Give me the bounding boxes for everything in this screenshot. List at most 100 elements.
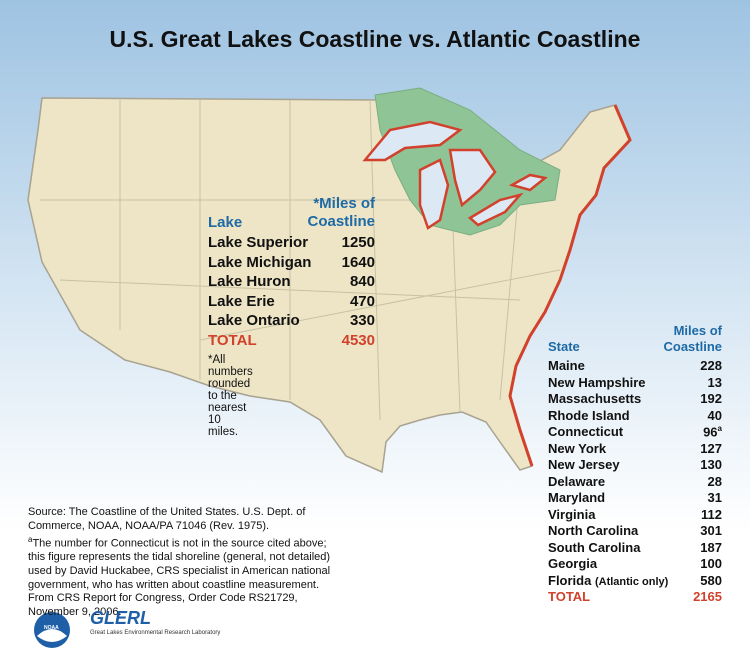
row-miles-value: 192 <box>700 391 722 406</box>
row-name: Lake Michigan <box>208 253 312 271</box>
noaa-logo-wave <box>37 629 67 642</box>
row-name: North Carolina <box>548 523 639 538</box>
table-row: Lake Michigan 1640 <box>208 254 375 271</box>
row-miles-value: 112 <box>701 506 722 522</box>
table-row: Lake Superior 1250 <box>208 234 375 251</box>
table-row: Lake Huron 840 <box>208 273 375 290</box>
row-miles: 187 <box>700 540 722 555</box>
row-name: Lake Huron <box>208 273 291 291</box>
table-header: State Miles of Coastline <box>548 323 722 354</box>
table-row: New York 127 <box>548 441 722 456</box>
row-miles: 192 <box>700 391 722 406</box>
row-name: Lake Erie <box>208 292 275 310</box>
source-text: Source: The Coastline of the United Stat… <box>28 506 333 619</box>
row-qualifier: (Atlantic only) <box>594 575 669 588</box>
row-miles: 96a <box>703 424 722 439</box>
table-row: Massachusetts 192 <box>548 391 722 406</box>
row-name: Lake Ontario <box>208 312 300 330</box>
row-miles-value: 40 <box>707 407 722 423</box>
row-miles-value: 1640 <box>341 253 375 271</box>
footnote-text: The number for Connecticut is not in the… <box>28 537 331 618</box>
row-miles-value: 31 <box>707 490 722 505</box>
glerl-name: Great Lakes Environmental Research Labor… <box>90 630 221 636</box>
table-row: Lake Erie 470 <box>208 293 375 310</box>
row-name: Georgia <box>548 556 598 571</box>
row-miles-value: 580 <box>700 572 722 588</box>
state-borders <box>40 99 561 421</box>
row-miles: 112 <box>701 507 722 522</box>
table-row: New Hampshire 13 <box>548 375 722 390</box>
row-miles: 127 <box>700 441 722 456</box>
row-miles: 28 <box>708 474 722 489</box>
row-miles-value: 4530 <box>341 332 375 349</box>
row-miles: 31 <box>708 490 722 505</box>
lake-superior <box>362 120 463 162</box>
row-miles: 100 <box>700 556 722 571</box>
row-name: New Jersey <box>548 457 620 472</box>
header-name: Lake <box>208 214 243 231</box>
lakes-note: *All numbers rounded to the nearest 10 m… <box>208 354 253 438</box>
header-miles: Miles of Coastline <box>663 323 722 354</box>
table-row: Lake Ontario 330 <box>208 312 375 329</box>
row-name: Massachusetts <box>548 391 642 406</box>
table-row: TOTAL 2165 <box>548 589 722 604</box>
row-miles: 470 <box>350 293 375 310</box>
row-miles: 228 <box>700 358 722 373</box>
table-row: Maine 228 <box>548 358 722 373</box>
row-name: Virginia <box>548 506 596 522</box>
row-footnote: a <box>717 424 722 433</box>
row-name: Lake Superior <box>208 234 309 251</box>
row-miles: 13 <box>708 375 722 390</box>
row-miles-value: 13 <box>707 374 722 390</box>
row-name: Florida (Atlantic only) <box>548 572 669 588</box>
row-miles-value: 330 <box>349 312 375 330</box>
row-miles: 330 <box>350 312 375 329</box>
row-name: New Hampshire <box>548 374 646 390</box>
lake-michigan <box>418 158 450 230</box>
lake-erie <box>467 192 524 227</box>
row-miles: 840 <box>350 273 375 290</box>
row-miles: 4530 <box>342 332 375 349</box>
row-name: New York <box>548 440 607 456</box>
row-name: Maine <box>548 358 585 373</box>
row-miles-value: 470 <box>349 292 375 310</box>
noaa-label: NOAA <box>44 625 59 631</box>
row-miles-value: 187 <box>700 539 722 555</box>
row-miles: 580 <box>700 573 722 588</box>
row-miles-value: 127 <box>700 440 722 456</box>
citation: Source: The Coastline of the United Stat… <box>28 506 306 532</box>
table-header: Lake *Miles of Coastline <box>208 195 375 231</box>
footnote-marker: a <box>28 535 33 545</box>
row-name: South Carolina <box>548 539 641 555</box>
table-row: Rhode Island 40 <box>548 408 722 423</box>
row-miles: 2165 <box>693 589 722 604</box>
header-miles: *Miles of Coastline <box>307 195 375 230</box>
row-miles-value: 2165 <box>693 589 722 604</box>
row-miles-value: 228 <box>700 358 722 373</box>
row-miles: 40 <box>708 408 722 423</box>
table-row: New Jersey 130 <box>548 457 722 472</box>
row-miles-value: 100 <box>700 556 722 571</box>
table-row: North Carolina 301 <box>548 523 722 538</box>
row-name: Delaware <box>548 473 606 489</box>
row-miles-value: 1250 <box>341 234 375 251</box>
row-miles: 1250 <box>342 234 375 251</box>
title: U.S. Great Lakes Coastline vs. Atlantic … <box>109 26 641 52</box>
great-lakes <box>362 120 548 230</box>
header-name: State <box>548 339 580 355</box>
row-name: TOTAL <box>208 332 257 349</box>
row-name: Maryland <box>548 490 606 505</box>
table-row: South Carolina 187 <box>548 540 722 555</box>
row-name: Connecticut <box>548 424 624 439</box>
table-row: Florida (Atlantic only) 580 <box>548 573 722 588</box>
table-row: Georgia 100 <box>548 556 722 571</box>
table-row: Connecticut 96a <box>548 424 722 439</box>
row-miles-value: 96 <box>703 424 718 440</box>
row-miles-value: 301 <box>700 523 722 538</box>
glerl-label: GLERL <box>90 608 151 628</box>
table-row: Delaware 28 <box>548 474 722 489</box>
footnote: aThe number for Connecticut is not in th… <box>28 533 333 619</box>
row-miles: 130 <box>700 457 722 472</box>
